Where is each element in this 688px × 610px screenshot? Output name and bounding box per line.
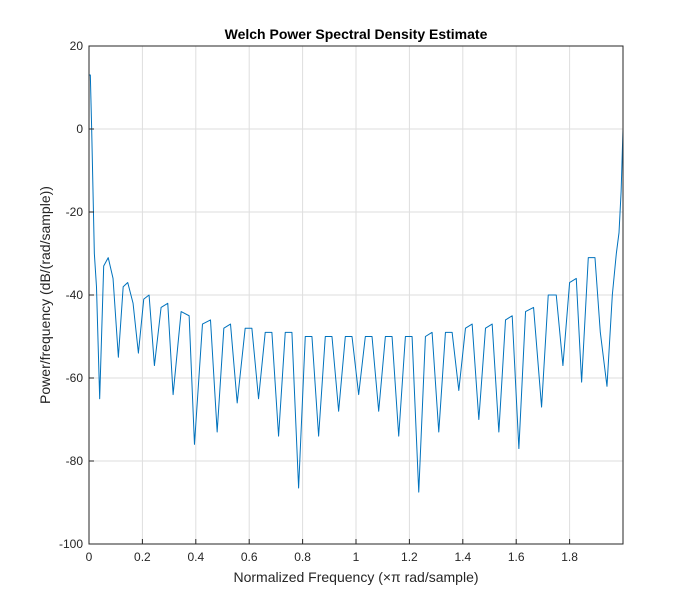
x-tick-label: 1.2 [401,550,418,564]
y-tick-label: -60 [66,371,84,385]
x-tick-label: 1 [353,550,360,564]
y-tick-label: -20 [66,205,84,219]
x-tick-label: 1.6 [508,550,525,564]
y-tick-label: 0 [76,122,83,136]
x-tick-label: 1.8 [561,550,578,564]
y-tick-label: 20 [70,39,84,53]
psd-series-line [89,74,624,493]
x-tick-label: 0.2 [134,550,151,564]
x-tick-label: 0.6 [241,550,258,564]
y-tick-label: -100 [59,537,83,551]
ticks: 0 0.2 0.4 0.6 0.8 1 1.2 1.4 1.6 1.8 -100 -80 -60 -40 -… [59,39,578,564]
y-axis-label: Power/frequency (dB/(rad/sample)) [37,186,53,404]
grid [89,46,623,544]
x-tick-label: 0 [86,550,93,564]
y-tick-label: -40 [66,288,84,302]
x-tick-label: 0.4 [187,550,204,564]
x-axis-label: Normalized Frequency (×π rad/sample) [233,569,478,585]
series-layer [89,74,624,493]
x-tick-label: 1.4 [454,550,471,564]
y-tick-label: -80 [66,454,84,468]
x-tick-label: 0.8 [294,550,311,564]
chart-title: Welch Power Spectral Density Estimate [225,26,488,42]
